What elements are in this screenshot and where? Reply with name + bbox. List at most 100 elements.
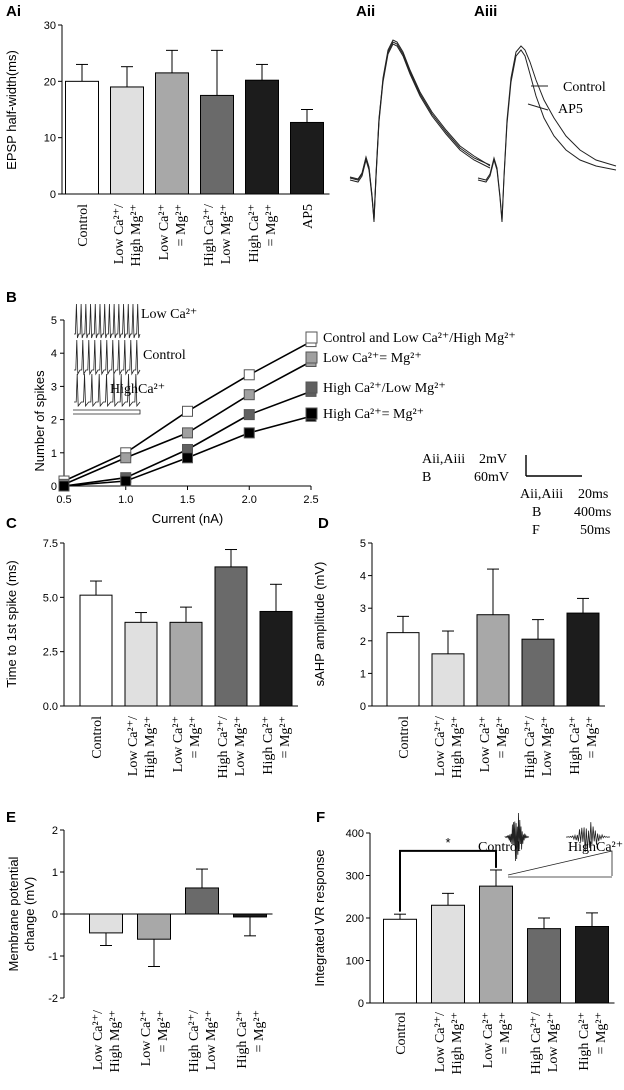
panel-label-ai: Ai	[6, 3, 21, 20]
e-category-label-highCaLowMg: High Ca²⁺/Low Mg²⁺	[187, 1010, 219, 1073]
ai-bar-highCaEqMg	[245, 79, 279, 195]
c-bar-lowCaEqMg	[169, 621, 203, 707]
d-category-label-lowCaEqMg: Low Ca²⁺ = Mg²⁺	[478, 716, 510, 772]
d-y-tick-label: 0	[360, 701, 366, 713]
ai-category-text: = Mg²⁺	[264, 204, 279, 246]
scale-bar	[525, 455, 582, 477]
scale-time-2-a: B	[532, 505, 541, 520]
f-category-label-lowCaHighMg: Low Ca²⁺/High Mg²⁺	[433, 1012, 465, 1075]
ai-category-text: Control	[76, 204, 91, 247]
d-y-axis-label: sAHP amplitude (mV)	[312, 562, 327, 687]
e-y-axis-label-line1: Membrane potential	[6, 856, 21, 971]
ai-y-tick-label: 20	[44, 76, 56, 88]
spike-train-traces	[73, 303, 141, 415]
ai-category-text: Low Ca²⁺	[157, 204, 172, 260]
f-inset-label-highca: HighCa²⁺	[568, 840, 623, 855]
d-category-label-highCaLowMg: High Ca²⁺/Low Mg²⁺	[523, 716, 555, 779]
f-category-label-highCaLowMg: High Ca²⁺/Low Mg²⁺	[529, 1012, 561, 1075]
c-category-text: Control	[90, 716, 105, 759]
chart-c: 0.0 2.5 5.0 7.5 Time to 1st spike (ms) Contro…	[4, 538, 298, 779]
f-category-text: High Ca²⁺/	[529, 1012, 544, 1075]
scale-time-3-a: F	[532, 523, 540, 538]
ai-category-text: Low Mg²⁺	[219, 204, 234, 264]
b-y-tick-label: 3	[51, 381, 57, 393]
scale-time-1-a: Aii,Aiii	[520, 487, 563, 502]
ai-category-label-highCaEqMg: High Ca²⁺ = Mg²⁺	[247, 204, 279, 263]
b-point-1	[182, 427, 193, 439]
b-point-1	[120, 452, 132, 464]
c-category-label-highCaLowMg: High Ca²⁺/Low Mg²⁺	[216, 716, 248, 779]
b-point-0	[243, 369, 255, 381]
chart-f: 0 100 200 300 400 Integrated VR response Contr…	[312, 828, 615, 1075]
b-legend-marker-0	[305, 331, 318, 344]
ai-bar-ap5	[290, 121, 324, 195]
panel-label-c: C	[6, 515, 17, 532]
ai-category-label-lowCaHighMg: Low Ca²⁺/High Mg²⁺	[112, 204, 144, 267]
chart-ai: 0 10 20 30 EPSP half-width(ms) Control Low Ca²…	[4, 20, 330, 267]
f-y-tick-label: 200	[346, 913, 364, 925]
b-legend-marker-2	[305, 381, 318, 394]
scale-time-3-b: 50ms	[580, 523, 610, 538]
b-x-tick-label: 0.5	[56, 494, 71, 506]
b-legend-marker-3	[305, 407, 318, 420]
b-x-tick-label: 1.0	[118, 494, 133, 506]
b-x-tick-label: 1.5	[180, 494, 195, 506]
d-y-tick-label: 1	[360, 668, 366, 680]
ai-category-text: AP5	[301, 204, 316, 229]
f-bar-lowCaEqMg	[479, 885, 513, 1004]
ai-y-axis-label: EPSP half-width(ms)	[4, 50, 19, 170]
b-legend-marker-1	[305, 351, 318, 364]
d-category-label-lowCaHighMg: Low Ca²⁺/High Mg²⁺	[433, 716, 465, 779]
f-category-label-highCaEqMg: High Ca²⁺ = Mg²⁺	[577, 1012, 609, 1071]
d-bar-lowCaEqMg	[476, 614, 510, 707]
e-category-text: High Ca²⁺/	[187, 1010, 202, 1073]
d-y-tick-label: 4	[360, 571, 366, 583]
e-category-label-lowCaEqMg: Low Ca²⁺ = Mg²⁺	[139, 1010, 171, 1066]
f-bar-highCaLowMg	[527, 928, 561, 1004]
f-category-text: Control	[394, 1012, 409, 1055]
panel-label-aii: Aii	[356, 3, 375, 20]
ai-category-label-lowCaEqMg: Low Ca²⁺ = Mg²⁺	[157, 204, 189, 260]
f-y-tick-label: 400	[346, 828, 364, 840]
c-y-tick-label: 7.5	[43, 538, 58, 550]
ai-bar-lowCaEqMg	[155, 72, 189, 195]
b-inset-label-control: Control	[143, 348, 186, 363]
f-category-label-control: Control	[394, 1012, 409, 1055]
f-category-text: = Mg²⁺	[498, 1012, 513, 1054]
f-category-text: High Ca²⁺	[577, 1012, 592, 1071]
e-category-text: Low Mg²⁺	[204, 1010, 219, 1070]
c-category-text: = Mg²⁺	[278, 716, 293, 758]
c-category-label-highCaEqMg: High Ca²⁺ = Mg²⁺	[261, 716, 293, 775]
c-y-tick-label: 5.0	[43, 592, 58, 604]
b-point-3	[182, 452, 193, 464]
d-category-text: High Mg²⁺	[450, 716, 465, 779]
b-y-axis-label: Number of spikes	[32, 370, 47, 472]
panel-label-e: E	[6, 809, 16, 826]
d-bar-highCaLowMg	[521, 638, 555, 707]
f-y-tick-label: 100	[346, 956, 364, 968]
b-legend-label-1: Low Ca²⁺= Mg²⁺	[323, 351, 422, 366]
c-category-text: High Ca²⁺	[261, 716, 276, 775]
b-inset-label-highca: HighCa²⁺	[110, 382, 165, 397]
ai-bar-lowCaHighMg	[110, 86, 144, 195]
aiii-legend-control: Control	[563, 80, 606, 95]
c-y-tick-label: 0.0	[43, 701, 58, 713]
c-y-axis-label: Time to 1st spike (ms)	[4, 560, 19, 687]
ai-y-tick-label: 10	[44, 133, 56, 145]
ai-category-label-ap5: AP5	[301, 204, 316, 229]
b-y-tick-label: 1	[51, 448, 57, 460]
epsp-trace-aiii	[477, 45, 617, 223]
d-category-text: = Mg²⁺	[495, 716, 510, 758]
d-category-text: = Mg²⁺	[585, 716, 600, 758]
c-category-text: = Mg²⁺	[188, 716, 203, 758]
ai-category-text: High Ca²⁺	[247, 204, 262, 263]
panel-label-aiii: Aiii	[474, 3, 497, 20]
c-y-tick-label: 2.5	[43, 647, 58, 659]
ai-category-label-control: Control	[76, 204, 91, 247]
scale-row-1-b: 2mV	[479, 452, 507, 467]
d-y-tick-label: 5	[360, 538, 366, 550]
d-category-text: Low Ca²⁺/	[433, 716, 448, 776]
b-x-tick-label: 2.5	[303, 494, 318, 506]
d-y-tick-label: 3	[360, 603, 366, 615]
c-bar-highCaLowMg	[214, 566, 248, 707]
